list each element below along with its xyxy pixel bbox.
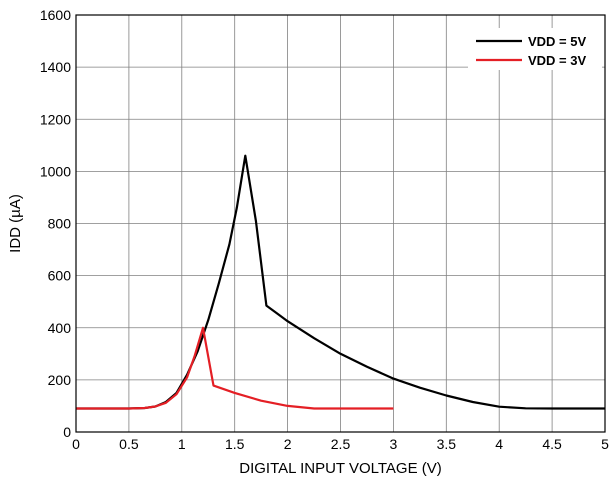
series-line-vdd-3v (76, 326, 394, 410)
tick-labels: 0 0.5 1 1.5 2 2.5 3 3.5 4 4.5 5 0 200 400 600 800 1000 12… (40, 7, 609, 452)
y-tick-label: 1400 (40, 59, 71, 75)
y-tick-label: 1600 (40, 7, 71, 23)
grid (76, 15, 605, 432)
x-tick-label: 2.5 (331, 436, 351, 452)
legend-box (468, 28, 602, 70)
legend-label: VDD = 5V (528, 34, 586, 49)
x-tick-label: 4.5 (542, 436, 562, 452)
legend-label: VDD = 3V (528, 53, 586, 68)
legend: VDD = 5V VDD = 3V (468, 28, 602, 70)
plot-frame (75, 14, 606, 433)
y-tick-label: 1000 (40, 163, 71, 179)
x-tick-label: 0 (72, 436, 80, 452)
y-tick-label: 600 (48, 268, 72, 284)
x-tick-label: 4 (495, 436, 503, 452)
y-tick-label: 1200 (40, 111, 71, 127)
x-axis-title: DIGITAL INPUT VOLTAGE (V) (239, 460, 442, 477)
x-tick-label: 1.5 (225, 436, 245, 452)
x-tick-label: 0.5 (119, 436, 139, 452)
y-tick-label: 200 (48, 372, 72, 388)
y-tick-label: 0 (63, 424, 71, 440)
x-tick-label: 2 (284, 436, 292, 452)
x-tick-label: 5 (601, 436, 609, 452)
series-lines (76, 154, 605, 410)
x-tick-label: 3.5 (437, 436, 457, 452)
x-tick-label: 3 (390, 436, 398, 452)
y-tick-label: 400 (48, 320, 72, 336)
x-tick-label: 1 (178, 436, 186, 452)
y-tick-label: 800 (48, 216, 72, 232)
y-axis-title: IDD (µA) (7, 194, 24, 253)
